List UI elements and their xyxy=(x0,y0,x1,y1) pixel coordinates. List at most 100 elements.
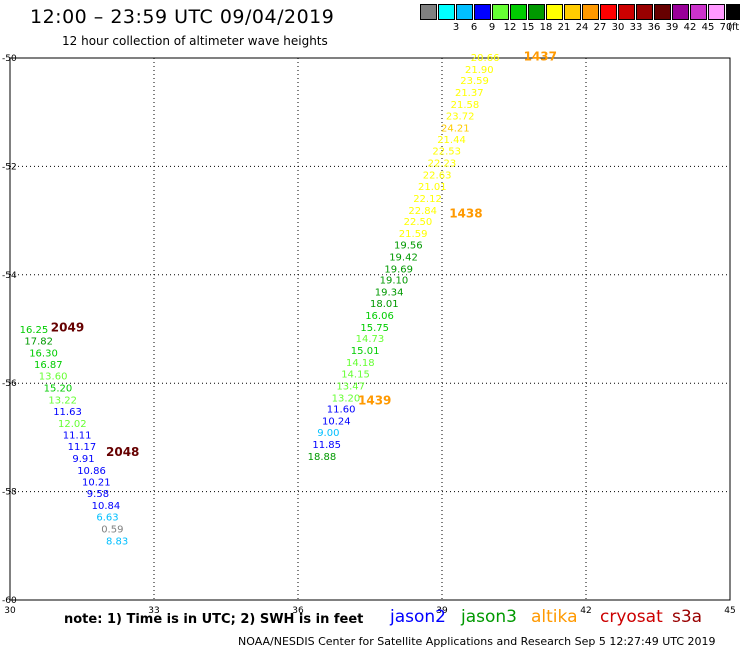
wave-height-value: 16.25 xyxy=(20,325,49,336)
wave-height-value: 18.88 xyxy=(308,452,337,463)
wave-height-value: 13.20 xyxy=(332,393,361,404)
satellite-label: cryosat xyxy=(600,607,663,627)
wave-height-value: 23.72 xyxy=(446,111,475,122)
wave-height-value: 21.44 xyxy=(437,135,466,146)
wave-height-value: 16.87 xyxy=(34,360,63,371)
wave-height-value: 10.24 xyxy=(322,417,351,428)
map-frame xyxy=(9,57,731,601)
wave-height-value: 16.30 xyxy=(29,348,58,359)
legend-swatch xyxy=(546,4,563,20)
wave-height-value: 6.63 xyxy=(96,513,118,524)
wave-height-value: 13.60 xyxy=(39,372,68,383)
legend-swatch xyxy=(636,4,653,20)
wave-height-value: 17.82 xyxy=(24,336,53,347)
legend-tick-label: 9 xyxy=(488,22,496,33)
wave-height-value: 11.17 xyxy=(68,442,97,453)
legend-swatch xyxy=(528,4,545,20)
pass-time-label: 1438 xyxy=(449,206,482,220)
wave-height-value: 8.83 xyxy=(106,536,128,547)
wave-height-value: 22.12 xyxy=(413,194,442,205)
wave-height-value: 22.50 xyxy=(404,217,433,228)
legend-tick-label: 42 xyxy=(683,22,697,33)
wave-height-value: 10.84 xyxy=(92,501,121,512)
satellite-label: jason3 xyxy=(461,607,517,627)
wave-height-value: 15.01 xyxy=(351,346,380,357)
y-tick-label: -52 xyxy=(2,162,17,172)
wave-height-value: 24.21 xyxy=(441,123,470,134)
legend-tick-label: 30 xyxy=(611,22,625,33)
wave-height-value: 20.66 xyxy=(471,53,500,64)
legend-tick-label: 3 xyxy=(452,22,460,33)
legend-swatch xyxy=(474,4,491,20)
legend-swatch xyxy=(492,4,509,20)
legend-tick-label: 6 xyxy=(470,22,478,33)
x-tick-label: 36 xyxy=(292,606,304,616)
pass-time-label: 2049 xyxy=(51,320,84,334)
x-tick-label: 30 xyxy=(4,606,16,616)
legend-swatch xyxy=(618,4,635,20)
wave-height-value: 16.06 xyxy=(365,311,394,322)
wave-height-value: 22.23 xyxy=(428,159,457,170)
legend-swatch xyxy=(510,4,527,20)
wave-height-value: 11.11 xyxy=(63,431,92,442)
wave-height-value: 14.15 xyxy=(341,369,370,380)
legend-swatch xyxy=(456,4,473,20)
wave-height-value: 21.90 xyxy=(465,65,494,76)
x-tick-label: 39 xyxy=(436,606,448,616)
legend-swatches xyxy=(420,4,740,20)
y-tick-label: -58 xyxy=(2,488,17,498)
legend-unit: (ft) xyxy=(728,22,740,33)
credit-line: NOAA/NESDIS Center for Satellite Applica… xyxy=(238,635,716,648)
wave-height-value: 19.42 xyxy=(389,252,418,263)
wave-height-value: 0.59 xyxy=(101,524,123,535)
legend-swatch xyxy=(708,4,725,20)
pass-time-label: 1439 xyxy=(358,393,391,407)
legend-tick-label: 21 xyxy=(557,22,571,33)
wave-height-value: 13.47 xyxy=(336,381,365,392)
x-tick-label: 42 xyxy=(580,606,591,616)
legend-swatch xyxy=(582,4,599,20)
footer-note: note: 1) Time is in UTC; 2) SWH is in fe… xyxy=(64,612,364,627)
wave-height-value: 9.91 xyxy=(72,454,94,465)
wave-height-value: 13.22 xyxy=(48,395,77,406)
legend-tick-label: 12 xyxy=(503,22,517,33)
wave-height-value: 22.53 xyxy=(432,147,461,158)
y-tick-label: -54 xyxy=(2,271,17,281)
wave-height-value: 9.58 xyxy=(87,489,109,500)
wave-height-value: 11.63 xyxy=(53,407,82,418)
wave-height-value: 14.18 xyxy=(346,358,375,369)
satellite-label: altika xyxy=(531,607,578,627)
x-tick-label: 45 xyxy=(724,606,735,616)
pass-time-label: 2048 xyxy=(106,445,139,459)
wave-height-value: 21.58 xyxy=(451,100,480,111)
legend-tick-label: 36 xyxy=(647,22,661,33)
legend-tick-label: 15 xyxy=(521,22,535,33)
wave-height-value: 18.01 xyxy=(370,299,399,310)
legend-swatch xyxy=(564,4,581,20)
wave-height-value: 19.56 xyxy=(394,240,423,251)
legend-swatch xyxy=(672,4,689,20)
wave-height-value: 19.10 xyxy=(380,276,409,287)
legend-swatch xyxy=(600,4,617,20)
pass-time-label: 1437 xyxy=(524,49,557,63)
legend-swatch xyxy=(726,4,740,20)
wave-height-value: 12.02 xyxy=(58,419,87,430)
legend-tick-label: 70 xyxy=(719,22,733,33)
wave-height-value: 21.01 xyxy=(418,182,447,193)
wave-height-value: 10.86 xyxy=(77,466,106,477)
y-tick-label: -60 xyxy=(2,596,17,606)
wave-height-value: 23.59 xyxy=(460,76,489,87)
wave-height-value: 22.63 xyxy=(423,171,452,182)
legend-swatch xyxy=(690,4,707,20)
legend-tick-label: 24 xyxy=(575,22,589,33)
wave-height-value: 21.37 xyxy=(455,88,484,99)
wave-height-value: 10.21 xyxy=(82,477,111,488)
y-tick-label: -56 xyxy=(2,379,17,389)
page-title: 12:00 – 23:59 UTC 09/04/2019 xyxy=(30,6,335,28)
legend-tick-label: 18 xyxy=(539,22,553,33)
page-subtitle: 12 hour collection of altimeter wave hei… xyxy=(62,34,328,48)
wave-height-value: 22.84 xyxy=(408,206,437,217)
